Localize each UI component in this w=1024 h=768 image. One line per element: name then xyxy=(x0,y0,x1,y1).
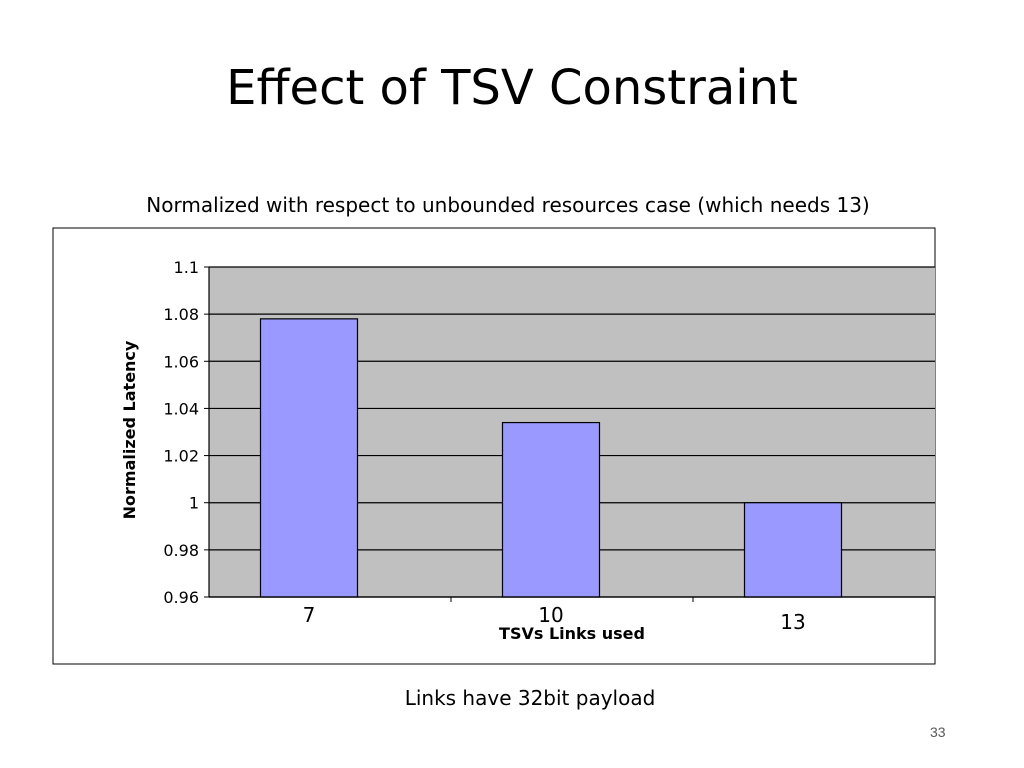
bar xyxy=(501,421,601,598)
x-category-label: 10 xyxy=(538,603,563,627)
chart-title: Normalized with respect to unbounded res… xyxy=(146,193,870,217)
chart-caption: Links have 32bit payload xyxy=(404,686,656,710)
x-category-label: 13 xyxy=(780,610,805,634)
y-tick-label: 1.04 xyxy=(163,399,199,418)
y-tick-label: 0.96 xyxy=(163,588,199,607)
y-tick-label: 0.98 xyxy=(163,541,199,560)
slide-title: Effect of TSV Constraint xyxy=(226,60,798,116)
y-tick-label: 1.08 xyxy=(163,305,199,324)
bar xyxy=(743,502,843,598)
bars xyxy=(259,318,843,598)
x-category-labels: 7 10 13 xyxy=(303,603,806,634)
y-axis-label: Normalized Latency xyxy=(120,340,139,519)
page-number: 33 xyxy=(930,724,946,740)
x-axis-label: TSVs Links used xyxy=(499,624,645,643)
y-tick-label: 1.02 xyxy=(163,447,199,466)
bar xyxy=(259,318,359,598)
x-category-label: 7 xyxy=(303,603,316,627)
y-tick-label: 1 xyxy=(189,494,199,513)
y-tick-label: 1.06 xyxy=(163,352,199,371)
axes xyxy=(204,266,935,602)
y-tick-labels: 0.96 0.98 1 1.02 1.04 1.06 1.08 1.1 xyxy=(163,258,199,607)
y-tick-label: 1.1 xyxy=(174,258,199,277)
